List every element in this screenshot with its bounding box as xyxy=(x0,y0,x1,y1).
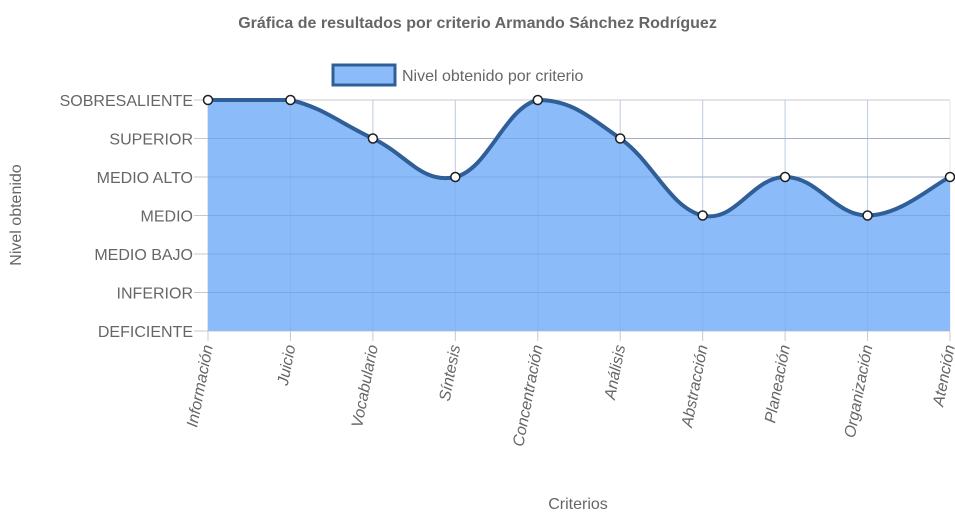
x-tick-label: Análisis xyxy=(602,344,629,402)
data-point[interactable] xyxy=(779,171,791,183)
y-tick-label: MEDIO ALTO xyxy=(97,170,193,187)
x-tick-label: Juicio xyxy=(275,343,300,387)
y-tick-label: DEFICIENTE xyxy=(98,324,193,341)
data-point[interactable] xyxy=(697,210,708,221)
data-point[interactable] xyxy=(862,210,873,221)
x-tick-label: Abstracción xyxy=(679,343,712,429)
x-tick-label: Organización xyxy=(842,343,877,439)
x-axis-title: Criterios xyxy=(548,496,608,513)
y-tick-label: MEDIO BAJO xyxy=(94,247,193,264)
series-area xyxy=(208,100,950,331)
data-point[interactable] xyxy=(450,171,461,183)
legend-label[interactable]: Nivel obtenido por criterio xyxy=(402,68,584,85)
x-tick-label: Vocabulario xyxy=(349,343,382,429)
data-point[interactable] xyxy=(202,94,214,106)
legend-swatch[interactable] xyxy=(331,63,397,87)
x-axis-ticks: Información Juicio Vocabulario Síntesis Conc… xyxy=(184,343,955,448)
data-point[interactable] xyxy=(285,94,296,106)
data-points xyxy=(202,94,955,221)
chart-title: Gráfica de resultados por criterio Arman… xyxy=(238,15,717,32)
x-tick-label: Atención xyxy=(930,343,955,408)
data-point[interactable] xyxy=(367,133,379,144)
data-point[interactable] xyxy=(614,133,626,144)
series-line xyxy=(208,97,951,219)
x-tick-label: Concentración xyxy=(510,343,546,448)
y-tick-label: SOBRESALIENTE xyxy=(60,93,193,110)
data-point[interactable] xyxy=(532,94,544,106)
y-axis-ticks: DEFICIENTE INFERIOR MEDIO BAJO MEDIO MEDIO A… xyxy=(60,93,193,341)
legend[interactable]: Nivel obtenido por criterio xyxy=(331,63,584,87)
y-tick-label: MEDIO xyxy=(141,209,193,226)
x-tick-label: Información xyxy=(184,343,217,428)
y-tick-label: SUPERIOR xyxy=(109,132,193,149)
data-point[interactable] xyxy=(944,171,955,183)
x-tick-label: Planeación xyxy=(762,343,794,424)
y-tick-label: INFERIOR xyxy=(117,286,193,303)
series-area-layer xyxy=(208,97,951,331)
y-axis-title: Nivel obtenido xyxy=(8,164,25,266)
x-tick-label: Síntesis xyxy=(437,344,465,403)
